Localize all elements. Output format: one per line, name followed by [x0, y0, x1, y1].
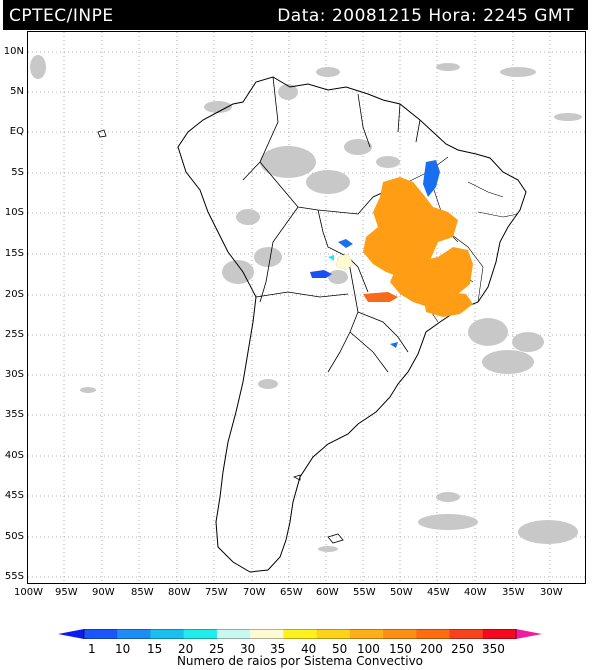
colorbar-caption: Numero de raios por Sistema Convectivo — [176, 654, 424, 668]
colorbar-tick-label: 100 — [357, 642, 380, 656]
lat-tick-label: 55S — [4, 571, 24, 582]
source-label: CPTEC/INPE — [9, 6, 114, 26]
lon-tick-label: 45W — [427, 587, 450, 598]
lat-tick-label: 10S — [4, 207, 24, 218]
system-rondonia-blue — [338, 239, 353, 248]
system-pale-yellow — [335, 253, 354, 271]
lat-tick-label: 5S — [11, 167, 24, 178]
lon-tick-label: 40W — [464, 587, 487, 598]
colorbar-left-arrow — [58, 629, 84, 639]
lat-gridlines — [28, 51, 585, 578]
lon-tick-label: 65W — [280, 587, 303, 598]
lat-tick-label: 20S — [4, 289, 24, 300]
colorbar-segments — [84, 629, 517, 639]
colorbar-segment — [250, 629, 284, 639]
lon-tick-label: 80W — [168, 587, 191, 598]
colorbar-tick-label: 150 — [389, 642, 412, 656]
system-central-brazil-orange — [390, 247, 473, 307]
colorbar-segment — [183, 629, 218, 639]
lon-gridlines — [63, 32, 551, 583]
lon-tick-label: 90W — [92, 587, 115, 598]
lat-tick-label: 30S — [4, 369, 24, 380]
colorbar-tick-label: 1 — [88, 642, 96, 656]
system-southern-brazil-blue — [390, 342, 398, 348]
colorbar-tick-label: 200 — [420, 642, 443, 656]
map-frame — [27, 31, 586, 584]
colorbar-right-arrow — [516, 629, 542, 639]
colorbar-tick-label: 20 — [178, 642, 194, 656]
lat-tick-label: 50S — [4, 531, 24, 542]
lon-tick-label: 85W — [131, 587, 154, 598]
south-america-coastline — [177, 76, 527, 573]
lon-tick-label: 55W — [353, 587, 376, 598]
lon-tick-label: 95W — [55, 587, 78, 598]
lat-tick-label: 25S — [4, 329, 24, 340]
islands — [97, 129, 344, 544]
system-bolivia-blue — [310, 270, 332, 278]
lat-tick-label: 35S — [4, 409, 24, 420]
colorbar-segment — [150, 629, 185, 639]
lon-tick-label: 50W — [390, 587, 413, 598]
colorbar-tick-label: 40 — [301, 642, 317, 656]
colorbar-segment — [316, 629, 351, 639]
colorbar-tick-label: 15 — [147, 642, 163, 656]
colorbar-segment — [383, 629, 417, 639]
colorbar-tick-label: 250 — [451, 642, 474, 656]
colorbar-border — [83, 629, 517, 639]
map-canvas — [28, 32, 585, 583]
colorbar-tick-label: 35 — [270, 642, 286, 656]
lat-tick-label: EQ — [9, 126, 24, 137]
cloud-cover — [30, 55, 582, 552]
colorbar-tick-label: 25 — [209, 642, 225, 656]
lat-tick-label: 45S — [4, 490, 24, 501]
system-northeast-brazil-blue — [423, 160, 440, 197]
lat-tick-label: 10N — [3, 46, 24, 57]
colorbar-segment — [283, 629, 318, 639]
colorbar-segment — [117, 629, 151, 639]
colorbar-tick-label: 50 — [332, 642, 348, 656]
convective-systems — [310, 160, 473, 348]
system-southeast-brazil-orange — [423, 292, 473, 317]
colorbar — [58, 629, 542, 639]
colorbar-segment — [416, 629, 451, 639]
system-cyan — [328, 255, 334, 261]
lon-tick-label: 30W — [540, 587, 563, 598]
lat-tick-label: 40S — [4, 450, 24, 461]
colorbar-segment — [449, 629, 484, 639]
title-bar: CPTEC/INPE Data: 20081215 Hora: 2245 GMT — [3, 0, 588, 30]
colorbar-tick-label: 30 — [240, 642, 256, 656]
system-paraguay-orange-red — [363, 292, 398, 302]
lon-tick-label: 35W — [502, 587, 525, 598]
colorbar-segment — [84, 629, 118, 639]
lat-tick-label: 5N — [10, 86, 24, 97]
colorbar-tick-label: 350 — [482, 642, 505, 656]
colorbar-tick-label: 10 — [115, 642, 131, 656]
lon-tick-label: 100W — [14, 587, 43, 598]
colorbar-segment — [216, 629, 251, 639]
lon-tick-label: 70W — [243, 587, 266, 598]
lon-tick-label: 60W — [316, 587, 339, 598]
datetime-label: Data: 20081215 Hora: 2245 GMT — [277, 6, 574, 26]
system-central-brazil-orange — [363, 177, 458, 277]
colorbar-segment — [482, 629, 517, 639]
lat-tick-label: 15S — [4, 248, 24, 259]
colorbar-segment — [349, 629, 384, 639]
lon-tick-label: 75W — [205, 587, 228, 598]
